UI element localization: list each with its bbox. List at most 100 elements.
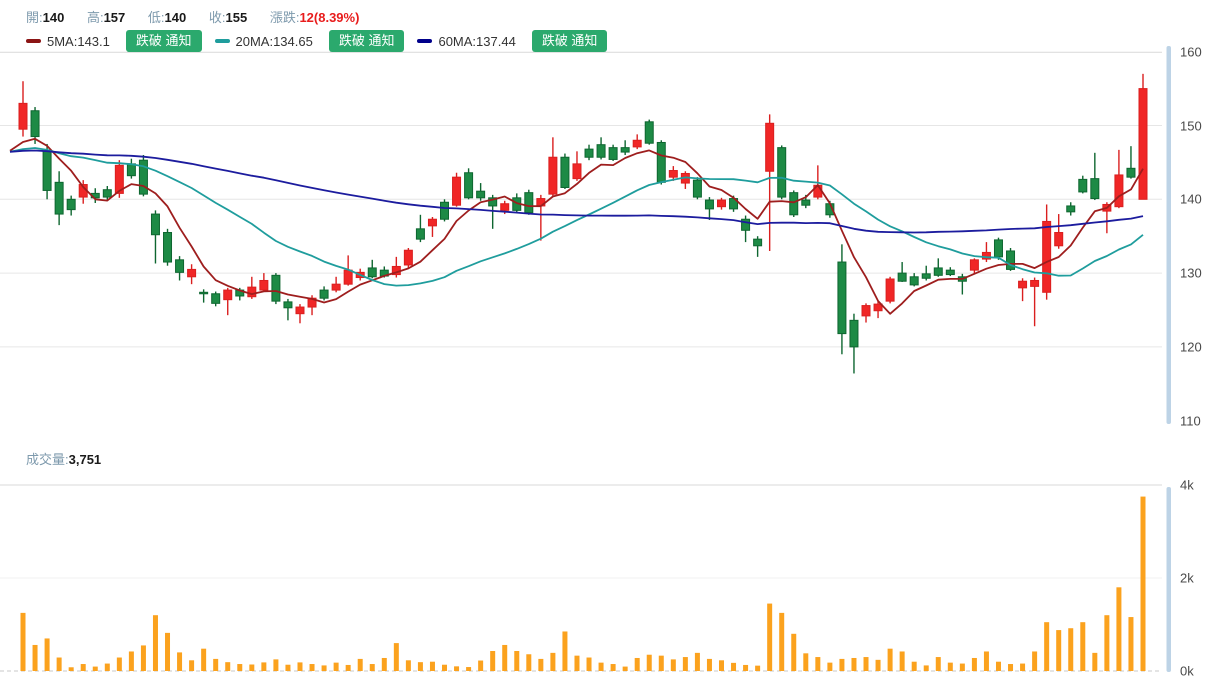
volume-bar	[1008, 664, 1014, 671]
volume-bar	[646, 654, 652, 671]
ma20-break-alert-button[interactable]: 跌破 通知	[328, 30, 405, 52]
up-candle	[572, 163, 582, 180]
up-candle	[981, 251, 991, 260]
volume-bar	[261, 662, 267, 671]
up-candle	[969, 259, 979, 271]
volume-bar	[839, 658, 845, 671]
volume-bar	[899, 651, 905, 671]
change-pair: 漲跌:12(8.39%)	[270, 10, 360, 25]
up-candle	[187, 268, 197, 278]
up-candle	[427, 218, 437, 227]
volume-bar	[454, 666, 460, 671]
volume-bar	[875, 659, 881, 671]
volume-bar	[514, 651, 520, 671]
volume-bar	[333, 662, 339, 671]
up-candle	[331, 283, 341, 291]
volume-bar	[550, 652, 556, 671]
down-candle	[138, 159, 148, 195]
down-candle	[945, 269, 955, 276]
volume-bar	[80, 664, 86, 671]
down-candle	[66, 198, 76, 211]
up-candle	[861, 305, 871, 317]
ma20-legend-label: 20MA:134.65	[235, 33, 313, 49]
volume-bar	[995, 661, 1001, 671]
volume-bar	[249, 664, 255, 671]
down-candle	[777, 147, 787, 198]
volume-bar	[466, 667, 472, 671]
ma5-break-alert-button[interactable]: 跌破 通知	[125, 30, 202, 52]
down-candle	[440, 201, 450, 220]
up-candle	[1030, 279, 1040, 287]
down-candle	[415, 228, 425, 240]
volume-bar	[165, 632, 171, 671]
volume-bar	[610, 664, 616, 671]
up-candle	[716, 199, 726, 208]
down-candle	[753, 238, 763, 247]
volume-bar	[128, 651, 134, 671]
volume-bar	[731, 662, 737, 671]
volume-bar	[442, 664, 448, 671]
volume-bar	[658, 655, 664, 671]
volume-bar	[767, 603, 773, 671]
price-axis-label: 130	[1180, 265, 1202, 281]
volume-bar	[743, 664, 749, 671]
up-candle	[403, 249, 413, 266]
down-candle	[1066, 205, 1076, 213]
ma-legend-row: 5MA:143.1 跌破 通知 20MA:134.65 跌破 通知 60MA:1…	[26, 29, 620, 53]
up-candle	[668, 170, 678, 178]
down-candle	[30, 110, 40, 138]
volume-bar	[1068, 628, 1074, 671]
volume-bar	[670, 659, 676, 671]
down-candle	[644, 121, 654, 144]
ma60-line-swatch	[417, 39, 433, 43]
volume-bar	[1056, 630, 1062, 671]
down-candle	[1090, 178, 1100, 200]
volume-bar	[32, 644, 38, 671]
change-value: 12(8.39%)	[299, 10, 360, 25]
down-candle	[656, 141, 666, 183]
price-axis-label: 120	[1180, 339, 1202, 355]
volume-bar	[20, 612, 26, 671]
ma5-line-swatch	[26, 39, 41, 43]
volume-bar	[345, 664, 351, 671]
volume-bar	[152, 615, 158, 671]
volume-bar	[417, 662, 423, 671]
price-axis-label: 110	[1180, 413, 1201, 429]
price-axis-label: 150	[1180, 118, 1202, 133]
volume-bar	[923, 665, 929, 671]
up-candle	[885, 278, 895, 302]
volume-bar	[815, 657, 821, 671]
volume-bar	[1116, 587, 1122, 671]
down-candle	[741, 218, 751, 231]
up-candle	[1138, 88, 1148, 200]
down-candle	[704, 199, 714, 210]
volume-bar	[1104, 615, 1110, 671]
volume-bar	[140, 645, 146, 671]
volume-bar	[237, 664, 243, 671]
down-candle	[789, 192, 799, 216]
volume-bar	[1032, 651, 1038, 671]
volume-bar	[718, 660, 724, 671]
down-candle	[849, 319, 859, 348]
up-candle	[18, 102, 28, 130]
volume-bar	[598, 662, 604, 671]
volume-bar	[1140, 496, 1146, 671]
close-value: 155	[225, 10, 248, 25]
high-value: 157	[103, 10, 126, 25]
volume-axis-track	[1166, 487, 1171, 672]
volume-bar	[887, 648, 893, 671]
down-candle	[801, 199, 811, 206]
volume-bar	[791, 633, 797, 671]
up-candle	[548, 156, 558, 195]
low-pair: 低:140	[148, 10, 186, 25]
volume-bar	[490, 651, 496, 671]
volume-bar	[56, 657, 62, 671]
volume-bar	[285, 664, 291, 671]
volume-bar	[851, 657, 857, 671]
ma20-line-swatch	[214, 39, 230, 43]
volume-bar	[321, 665, 327, 671]
ma60-break-alert-button[interactable]: 跌破 通知	[531, 30, 608, 52]
low-value: 140	[164, 10, 187, 25]
up-candle	[1018, 280, 1028, 289]
